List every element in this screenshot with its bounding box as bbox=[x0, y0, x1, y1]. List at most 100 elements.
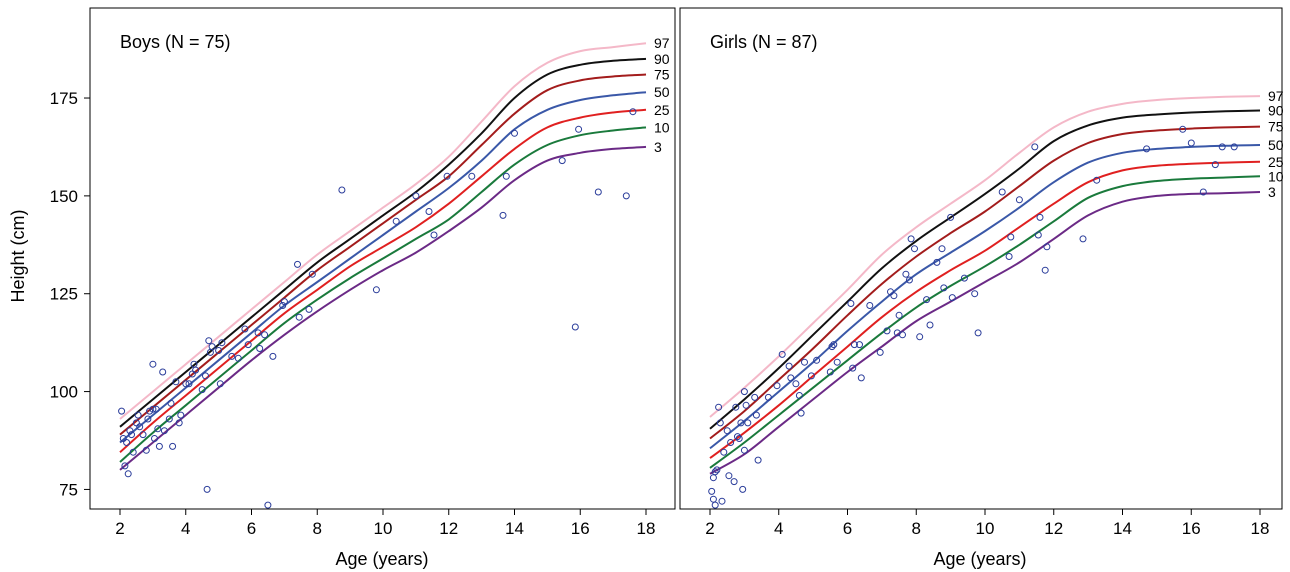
data-point bbox=[1034, 231, 1042, 239]
data-point bbox=[720, 448, 728, 456]
data-point bbox=[511, 129, 518, 137]
percentile-curves-girls bbox=[709, 95, 1261, 475]
data-point bbox=[629, 108, 637, 116]
data-point bbox=[734, 433, 741, 441]
data-point bbox=[124, 470, 132, 478]
x-tick-label: 14 bbox=[1113, 519, 1132, 538]
data-point bbox=[203, 485, 211, 493]
data-point bbox=[974, 329, 982, 337]
data-point bbox=[502, 172, 510, 180]
x-tick-label: 16 bbox=[1182, 519, 1201, 538]
data-point bbox=[136, 423, 144, 431]
data-point bbox=[160, 427, 168, 435]
data-point bbox=[711, 501, 719, 509]
data-point bbox=[558, 157, 566, 165]
data-point bbox=[151, 435, 158, 442]
data-point bbox=[742, 401, 750, 409]
data-point bbox=[1015, 196, 1023, 204]
percentile-label-90: 90 bbox=[1268, 103, 1284, 119]
data-point bbox=[801, 358, 808, 366]
data-point bbox=[192, 366, 200, 374]
data-point bbox=[1005, 253, 1013, 260]
percentile-label-50: 50 bbox=[654, 84, 670, 100]
data-point bbox=[167, 399, 175, 407]
percentile-curve-10 bbox=[709, 175, 1261, 469]
data-point bbox=[1043, 243, 1051, 251]
data-point bbox=[998, 188, 1006, 196]
data-point bbox=[1230, 143, 1238, 151]
data-point bbox=[202, 372, 209, 380]
x-tick-label: 8 bbox=[912, 519, 921, 538]
data-point bbox=[709, 474, 717, 482]
percentile-label-97: 97 bbox=[1268, 88, 1284, 104]
data-point bbox=[144, 415, 152, 423]
data-point bbox=[1079, 235, 1087, 243]
percentile-curve-75 bbox=[709, 125, 1261, 440]
data-point bbox=[425, 208, 433, 215]
x-tick-label: 2 bbox=[115, 519, 124, 538]
data-point bbox=[933, 258, 941, 266]
x-tick-label: 12 bbox=[1044, 519, 1063, 538]
data-point bbox=[947, 213, 955, 221]
data-point bbox=[828, 343, 836, 351]
y-tick-label: 75 bbox=[59, 480, 78, 499]
data-point bbox=[856, 341, 863, 349]
data-points-girls bbox=[708, 125, 1238, 509]
data-point bbox=[792, 380, 800, 388]
data-point bbox=[740, 388, 748, 396]
data-point bbox=[149, 360, 157, 368]
data-point bbox=[830, 341, 838, 349]
percentile-label-75: 75 bbox=[654, 67, 670, 83]
data-point bbox=[1199, 188, 1207, 196]
data-point bbox=[121, 462, 129, 470]
data-point bbox=[1187, 139, 1195, 147]
data-point bbox=[241, 325, 249, 333]
data-point bbox=[185, 380, 193, 388]
x-tick-label: 10 bbox=[976, 519, 995, 538]
data-point bbox=[866, 302, 874, 309]
x-tick-label: 18 bbox=[1251, 519, 1270, 538]
panel-title-girls: Girls (N = 87) bbox=[710, 32, 818, 52]
x-axis-label-girls: Age (years) bbox=[933, 549, 1026, 569]
data-point bbox=[857, 374, 865, 382]
data-point bbox=[887, 288, 894, 296]
data-point bbox=[218, 339, 226, 347]
data-point bbox=[895, 311, 903, 319]
data-point bbox=[294, 260, 301, 268]
data-point bbox=[715, 403, 723, 411]
data-point bbox=[795, 392, 803, 399]
data-point bbox=[254, 329, 262, 337]
percentile-curves-boys bbox=[119, 42, 647, 471]
data-point bbox=[198, 386, 206, 394]
percentile-curve-25 bbox=[709, 160, 1261, 459]
data-point bbox=[960, 274, 968, 282]
data-point bbox=[338, 186, 346, 194]
data-point bbox=[165, 415, 173, 423]
data-point bbox=[737, 419, 745, 427]
data-point bbox=[926, 321, 934, 329]
data-point bbox=[177, 411, 185, 419]
data-point bbox=[175, 419, 183, 427]
percentile-curve-3 bbox=[709, 191, 1261, 475]
data-point bbox=[216, 380, 224, 388]
data-point bbox=[280, 298, 288, 306]
data-point bbox=[923, 296, 931, 304]
data-point bbox=[723, 427, 731, 435]
data-point bbox=[773, 382, 781, 390]
y-tick-label: 150 bbox=[50, 187, 78, 206]
x-tick-label: 8 bbox=[313, 519, 322, 538]
percentile-label-25: 25 bbox=[654, 102, 670, 118]
data-point bbox=[902, 270, 910, 278]
data-point bbox=[744, 419, 752, 427]
data-point bbox=[847, 300, 855, 307]
data-point bbox=[797, 409, 805, 417]
data-point bbox=[709, 495, 717, 503]
data-point bbox=[575, 125, 583, 133]
data-points-boys bbox=[118, 108, 637, 509]
data-point bbox=[123, 439, 131, 446]
data-point bbox=[118, 407, 126, 415]
y-tick-label: 175 bbox=[50, 89, 78, 108]
data-point bbox=[154, 425, 162, 433]
percentile-curve-25 bbox=[119, 108, 647, 453]
